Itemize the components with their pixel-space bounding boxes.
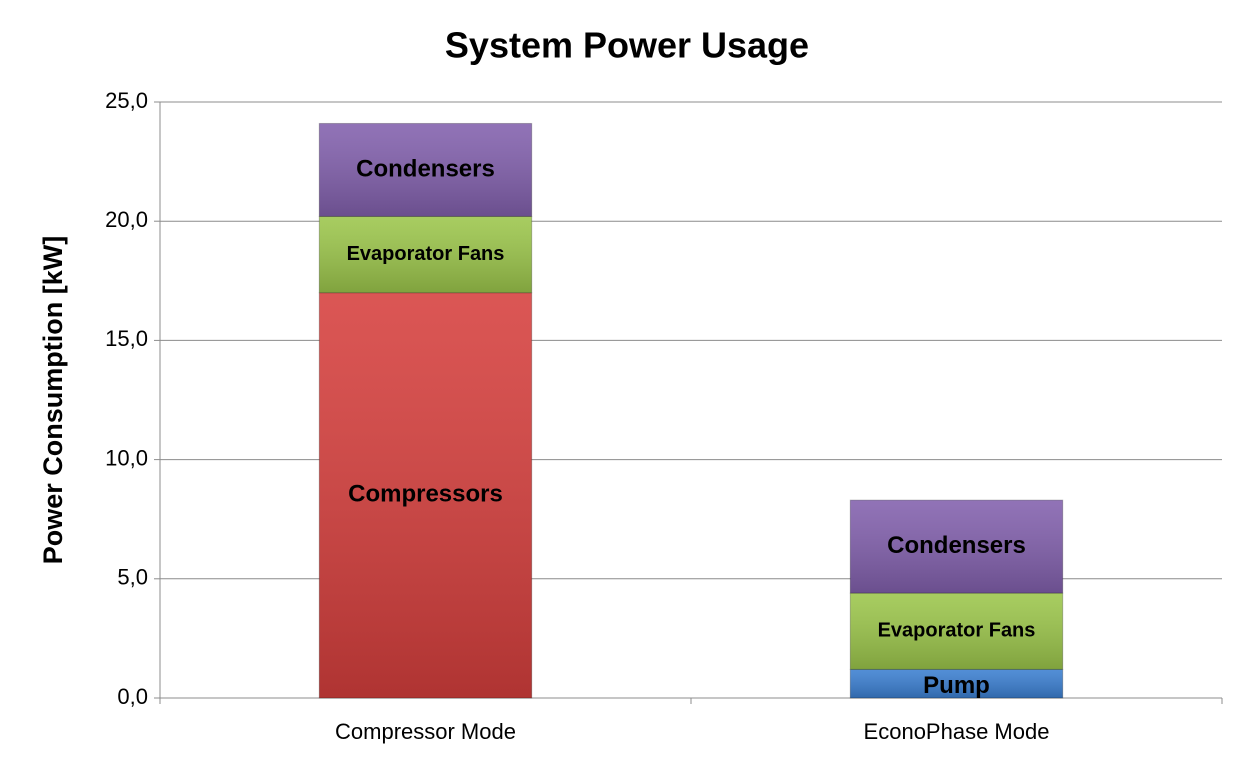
x-tick-label: EconoPhase Mode: [864, 719, 1050, 744]
segment-label: Evaporator Fans: [347, 243, 505, 265]
x-tick-label: Compressor Mode: [335, 719, 516, 744]
chart-title: System Power Usage: [445, 25, 809, 66]
segment-label: Pump: [923, 672, 990, 699]
y-axis-title: Power Consumption [kW]: [38, 236, 68, 564]
bar-shade: [319, 216, 532, 293]
y-tick-label: 10,0: [105, 445, 148, 470]
segment-label: Evaporator Fans: [878, 620, 1036, 642]
bar-shade: [850, 669, 1063, 698]
segment-label: Compressors: [348, 481, 503, 508]
y-tick-label: 25,0: [105, 88, 148, 113]
y-tick-label: 15,0: [105, 326, 148, 351]
bar-shade: [319, 292, 532, 698]
segment-label: Condensers: [887, 532, 1026, 559]
y-tick-label: 20,0: [105, 207, 148, 232]
segment-label: Condensers: [356, 155, 495, 182]
bar-shade: [850, 593, 1063, 670]
y-tick-label: 0,0: [117, 684, 148, 709]
y-tick-label: 5,0: [117, 565, 148, 590]
bar-shade: [319, 123, 532, 217]
bar-shade: [850, 500, 1063, 594]
